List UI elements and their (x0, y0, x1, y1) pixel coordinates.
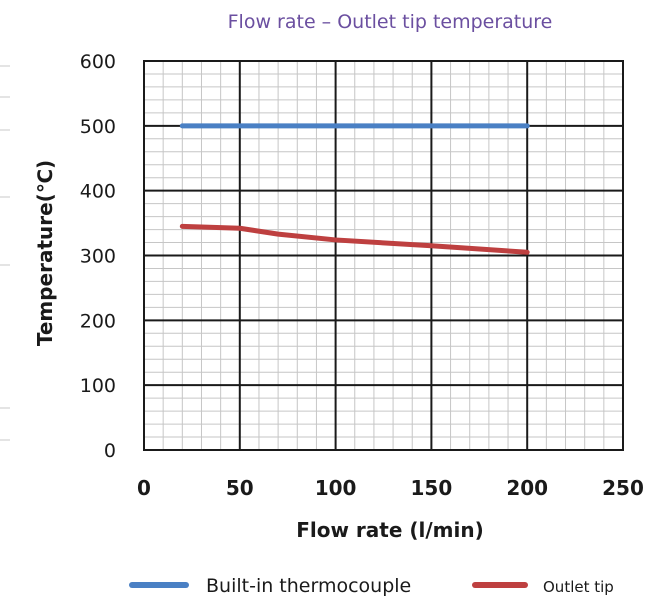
x-axis-label: Flow rate (l/min) (296, 518, 484, 542)
legend-label-built-in-thermocouple: Built-in thermocouple (206, 575, 411, 597)
y-tick-label: 0 (104, 440, 116, 462)
x-tick-label: 100 (315, 476, 357, 500)
chart-title: Flow rate – Outlet tip temperature (228, 11, 553, 33)
left-edge-artifacts (0, 65, 10, 441)
x-tick-label: 50 (226, 476, 254, 500)
y-tick-label: 200 (80, 310, 116, 332)
plot-frame (143, 60, 624, 451)
x-tick-label: 200 (506, 476, 548, 500)
y-tick-label: 400 (80, 181, 116, 203)
x-tick-label: 0 (137, 476, 151, 500)
y-tick-label: 100 (80, 375, 116, 397)
y-axis-label: Temperature(℃) (33, 160, 57, 346)
x-tick-label: 150 (411, 476, 453, 500)
legend-label-outlet-tip: Outlet tip (543, 578, 614, 596)
x-tick-label: 250 (602, 476, 644, 500)
plot-area: 0 50 100 150 200 250 0 100 200 300 400 500 600 (80, 51, 644, 500)
series-line-outlet-tip (179, 223, 530, 255)
y-tick-label: 500 (80, 116, 116, 138)
legend: Built-in thermocouple Outlet tip (129, 575, 614, 597)
y-tick-label: 600 (80, 51, 116, 73)
y-tick-label: 300 (80, 246, 116, 268)
